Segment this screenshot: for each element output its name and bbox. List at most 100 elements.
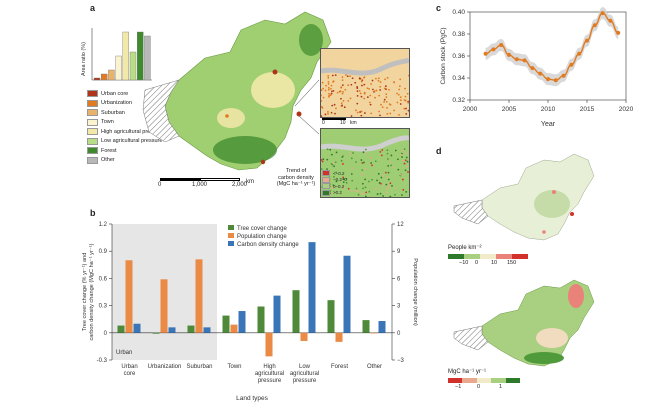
- legend-label: Forest: [101, 147, 117, 154]
- colorbar-segment: [464, 254, 480, 259]
- scale-mid: 1,000: [192, 182, 208, 188]
- trend-legend-item: <−0.2: [322, 170, 345, 176]
- bar-tree-cover-change: [117, 325, 125, 333]
- bar-carbon-density-change: [378, 321, 386, 333]
- x-axis-label: Land types: [236, 395, 269, 402]
- left-tick-label: 0: [104, 331, 108, 337]
- colorbar-segment: [496, 254, 512, 259]
- legend-swatch: [87, 118, 98, 126]
- forest-south: [213, 136, 277, 164]
- colorbar-tick: −10: [459, 260, 469, 266]
- carbon-stock-chart: 2000 2005 2010 2015 2020 0.32 0.34 0.36 0.38 0.40…: [440, 7, 634, 128]
- china-landmass: [164, 11, 332, 171]
- legend-swatch: [87, 147, 98, 154]
- data-point: [499, 43, 504, 47]
- legend-item-town: Town: [87, 118, 114, 126]
- trend-title: Trend of carbon density (MgC ha⁻¹ yr⁻¹): [276, 168, 316, 187]
- legend-label: Tree cover change: [237, 226, 287, 232]
- right-axis-label: Population change (million): [412, 258, 418, 326]
- colorbar-tick: 0: [475, 260, 479, 266]
- inset-bars: [93, 31, 151, 81]
- inset-bar-forest: [137, 31, 144, 81]
- bar-population-change: [370, 332, 378, 334]
- legend-swatch: [228, 233, 234, 238]
- legend-label: Town: [101, 119, 114, 125]
- panel-b-label: b: [90, 208, 96, 218]
- inset-bar-low_ag: [129, 51, 137, 81]
- carbon-density-change-map: [453, 279, 595, 367]
- data-point: [561, 73, 566, 78]
- bar-population-change: [265, 332, 273, 357]
- category-label: Urban core: [121, 364, 137, 377]
- legend-item-suburban: Suburban: [87, 109, 125, 116]
- bar-population-change: [125, 260, 133, 333]
- legend-swatch: [87, 99, 98, 107]
- trend-legend-item: −0.2–0: [322, 176, 347, 183]
- colorbar-segment: [491, 378, 506, 383]
- colorbar-tick: 1: [499, 384, 503, 390]
- inset-bar-urbanization: [101, 73, 108, 81]
- carbon-density-legend: MgC ha⁻¹ yr⁻¹ −1 0 1: [448, 368, 568, 398]
- legend-label: Carbon density change: [237, 242, 299, 248]
- data-point: [608, 18, 613, 23]
- inset-bar-suburban: [108, 69, 115, 81]
- trend-legend-item: 0–0.2: [322, 183, 344, 189]
- data-point: [530, 66, 535, 71]
- x-tick-label: 2005: [502, 106, 517, 113]
- bar-tree-cover-change: [362, 320, 370, 333]
- urban-shanghai: [296, 111, 302, 117]
- legend-item-forest: Forest: [87, 147, 117, 154]
- colorbar-segment: [505, 378, 521, 383]
- bar-carbon-density-change: [308, 242, 316, 333]
- trend-legend-item: >0.2: [322, 189, 342, 196]
- category-label: High agricultural pressure: [255, 364, 284, 384]
- left-axis-label: Tree cover change (% yr⁻¹) andcarbon den…: [82, 243, 95, 340]
- inset-ylabel: Area ratio (%): [81, 42, 87, 76]
- colorbar-segment: [448, 254, 464, 259]
- inset-bar-town: [115, 55, 122, 81]
- colorbar-segment: [462, 378, 477, 383]
- left-tick-label: 0.6: [99, 276, 108, 282]
- bar-tree-cover-change: [292, 290, 300, 333]
- legend-label: Suburban: [101, 109, 125, 116]
- urban-shading-label: Urban: [116, 350, 132, 356]
- category-label: Town: [227, 364, 241, 370]
- bar-population-change: [230, 324, 238, 333]
- population-legend: People km⁻² −10 0 10 150: [448, 244, 568, 270]
- colorbar-segment: [476, 378, 492, 383]
- bar-population-change: [195, 259, 203, 333]
- map-scale-bar: 0 1,000 2,000 km: [158, 178, 280, 194]
- china-land-type-map: [142, 11, 332, 171]
- inset-bar-high_ag: [122, 31, 129, 81]
- area-ratio-inset: Area ratio (%): [81, 28, 152, 81]
- y-tick-label: 0.36: [452, 53, 465, 60]
- category-label: Low agricultural pressure: [290, 364, 319, 384]
- legend-swatch: [87, 128, 98, 135]
- legend-label: Other: [101, 157, 115, 163]
- panel-a-label: a: [90, 3, 96, 13]
- legend-item-low_ag: Low agricultural pressure: [87, 137, 162, 145]
- y-tick-label: 0.38: [452, 31, 465, 38]
- legend-label: High agricultural pressure: [101, 128, 164, 135]
- bar-carbon-density-change: [203, 327, 211, 333]
- inset-bar-urban_core: [93, 77, 101, 81]
- data-point: [538, 71, 543, 76]
- y-tick-label: 0.40: [452, 9, 465, 16]
- colorbar-segment: [512, 254, 528, 259]
- category-label: Suburban: [186, 364, 212, 370]
- left-tick-label: -0.3: [97, 358, 108, 364]
- right-tick-label: 9: [397, 249, 401, 255]
- panel-c-label: c: [436, 3, 442, 13]
- legend-label: Urbanization: [101, 100, 132, 106]
- right-tick-label: 3: [397, 304, 401, 310]
- zoom-urban-map: [320, 48, 410, 118]
- land-type-change-chart: Urban -0.3 0 0.3 0.6 0.9 1.2 −3 0 3 6 9 12 Tree cover…: [82, 222, 418, 402]
- scale-unit: km: [246, 179, 254, 185]
- bar-carbon-density-change: [133, 323, 141, 333]
- zoom-trend-map: [320, 128, 410, 198]
- legend-item-urban_core: Urban core: [87, 90, 128, 97]
- bar-tree-cover-change: [257, 306, 265, 333]
- data-point: [600, 11, 605, 16]
- agri-north-china-plain: [251, 72, 295, 108]
- x-tick-label: 2010: [541, 106, 556, 113]
